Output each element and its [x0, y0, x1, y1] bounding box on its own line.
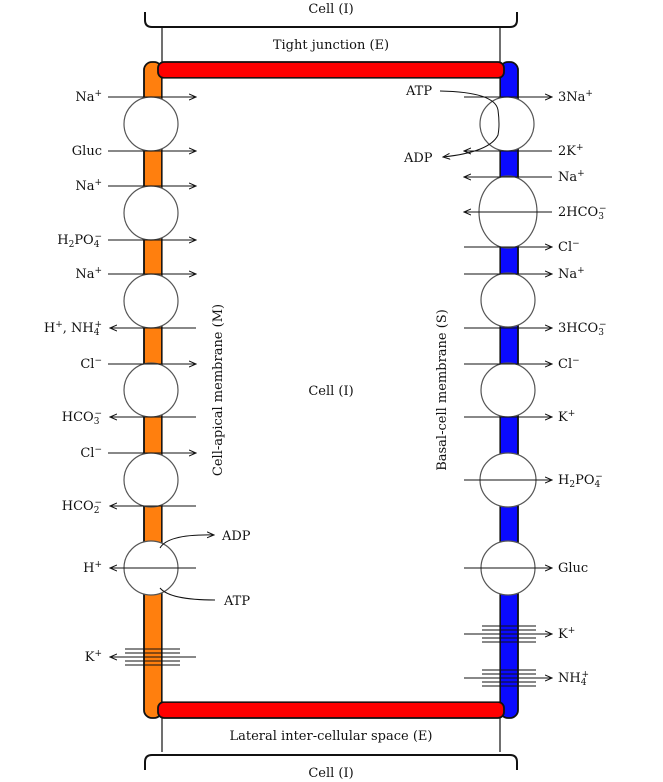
- basal-label-nh4: NH4+: [558, 670, 589, 688]
- apical-membrane-label: Cell-apical membrane (M): [211, 304, 226, 476]
- bottom-brace: [144, 754, 518, 770]
- apical-label-h-nh4: H+, NH4+: [44, 320, 102, 338]
- apical-transporters: [123, 96, 179, 596]
- apical-cotransporter-1: [123, 96, 179, 152]
- basal-label-2hco3: 2HCO3−: [558, 204, 607, 222]
- basal-arrows: [439, 90, 552, 678]
- apical-label-na-1: Na+: [75, 89, 102, 105]
- tight-junction-bar: [157, 61, 505, 79]
- cell-bottom-label: Cell (I): [308, 766, 353, 781]
- basal-label-gluc: Gluc: [558, 561, 588, 576]
- apical-antiporter-1: [123, 273, 179, 329]
- basal-label-2k: 2K+: [558, 143, 584, 159]
- tight-junction-label: Tight junction (E): [273, 38, 389, 53]
- apical-label-gluc: Gluc: [72, 144, 102, 159]
- basal-label-na-2: Na+: [558, 266, 585, 282]
- apical-antiporter-3: [123, 452, 179, 508]
- basal-transporters: [478, 96, 538, 596]
- cell-top-label: Cell (I): [308, 2, 353, 17]
- basal-nh4-channel: [482, 669, 536, 687]
- basal-cl-na-transporter: [480, 272, 536, 328]
- apical-label-cl-2: Cl−: [80, 445, 102, 461]
- lateral-junction-bar: [157, 701, 505, 719]
- basal-membrane-label: Basal-cell membrane (S): [435, 309, 450, 471]
- apical-label-na-3: Na+: [75, 266, 102, 282]
- apical-label-h: H+: [83, 560, 102, 576]
- apical-label-k: K+: [85, 649, 102, 665]
- basal-na-k-pump: [479, 96, 535, 152]
- basal-label-k-2: K+: [558, 626, 575, 642]
- basal-label-na: Na+: [558, 169, 585, 185]
- lateral-space-label: Lateral inter-cellular space (E): [229, 729, 432, 744]
- basal-label-3hco3: 3HCO3−: [558, 320, 607, 338]
- apical-arrows: [108, 97, 215, 657]
- apical-label-h2po4: H2PO4−: [57, 232, 102, 250]
- basal-k-channel: [482, 625, 536, 643]
- apical-cotransporter-2: [123, 185, 179, 241]
- apical-antiporter-2: [123, 362, 179, 418]
- apical-k-channel: [125, 648, 180, 666]
- basal-label-atp: ATP: [405, 84, 432, 99]
- top-brace: [144, 12, 518, 28]
- apical-label-na-2: Na+: [75, 178, 102, 194]
- apical-label-atp: ATP: [223, 594, 250, 609]
- apical-label-cl-1: Cl−: [80, 356, 102, 372]
- cell-center-label: Cell (I): [308, 384, 353, 399]
- apical-label-adp: ADP: [221, 529, 251, 544]
- basal-label-cl-2: Cl−: [558, 356, 580, 372]
- basal-label-3na: 3Na+: [558, 89, 593, 105]
- apical-label-hco2: HCO2−: [62, 498, 102, 516]
- basal-label-adp: ADP: [403, 151, 433, 166]
- basal-label-k: K+: [558, 409, 575, 425]
- apical-label-hco3: HCO3−: [62, 409, 102, 427]
- basal-hco3-cl-transporter: [480, 362, 536, 418]
- basal-label-cl-1: Cl−: [558, 239, 580, 255]
- basal-label-h2po4: H2PO4−: [558, 472, 603, 490]
